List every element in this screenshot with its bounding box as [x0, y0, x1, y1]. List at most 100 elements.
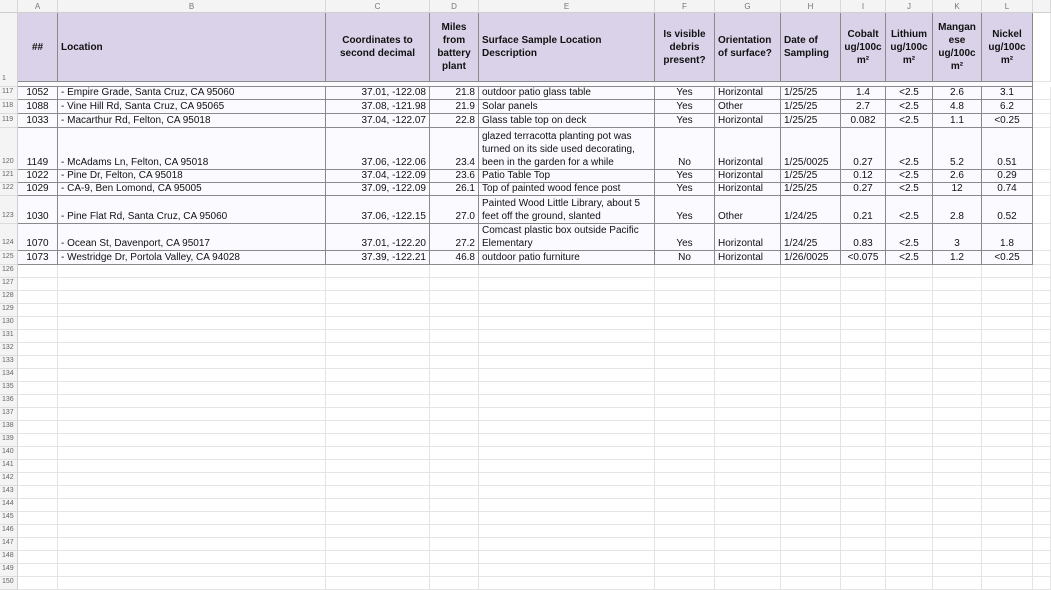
blank-cell — [1033, 538, 1051, 551]
blank-cell — [479, 317, 655, 330]
data-cell: 37.01, -122.20 — [326, 224, 430, 251]
row-number: 144 — [0, 499, 18, 512]
blank-cell — [781, 564, 841, 577]
data-cell: - Pine Dr, Felton, CA 95018 — [58, 170, 326, 183]
header-cell-text: Orientation of surface? — [718, 35, 772, 59]
row-number: 127 — [0, 278, 18, 291]
blank-cell — [982, 395, 1033, 408]
blank-cell — [326, 538, 430, 551]
blank-cell — [58, 395, 326, 408]
data-cell-text: 1.8 — [1000, 238, 1014, 249]
blank-cell — [18, 278, 58, 291]
data-cell-text: 0.51 — [997, 157, 1017, 168]
blank-cell — [479, 343, 655, 356]
blank-cell — [933, 291, 982, 304]
data-cell: 2.6 — [933, 87, 982, 100]
row-number-text: 142 — [2, 474, 14, 481]
blank-cell — [841, 408, 886, 421]
data-cell: 2.8 — [933, 196, 982, 224]
data-cell-text: 1/25/25 — [784, 170, 818, 181]
blank-cell — [326, 512, 430, 525]
data-cell-text: Horizontal — [718, 157, 764, 168]
row-number-text: 137 — [2, 409, 14, 416]
blank-cell — [933, 356, 982, 369]
row-number-text: 119 — [2, 116, 14, 123]
blank-cell — [982, 577, 1033, 590]
data-cell: Yes — [655, 224, 715, 251]
blank-cell — [326, 356, 430, 369]
blank-cell — [841, 330, 886, 343]
blank-cell — [430, 421, 479, 434]
blank-cell — [479, 499, 655, 512]
blank-cell — [982, 460, 1033, 473]
blank-cell — [58, 356, 326, 369]
data-cell: 46.8 — [430, 251, 479, 265]
data-cell-text: <2.5 — [899, 252, 919, 263]
blank-cell — [1033, 512, 1051, 525]
blank-cell — [58, 577, 326, 590]
blank-cell — [841, 460, 886, 473]
data-cell-text: 46.8 — [455, 252, 475, 263]
blank-cell — [1033, 486, 1051, 499]
data-cell: 1088 — [18, 100, 58, 114]
blank-cell — [655, 330, 715, 343]
blank-cell — [1033, 356, 1051, 369]
data-cell: <0.25 — [982, 251, 1033, 265]
blank-cell — [781, 382, 841, 395]
data-cell-text: 2.8 — [950, 211, 964, 222]
data-cell: 5.2 — [933, 128, 982, 170]
blank-cell — [326, 278, 430, 291]
blank-cell — [886, 473, 933, 486]
data-cell: 6.2 — [982, 100, 1033, 114]
data-cell-text: <2.5 — [899, 115, 919, 126]
data-cell: No — [655, 128, 715, 170]
data-cell-text: 37.06, -122.15 — [361, 211, 427, 222]
blank-cell — [715, 369, 781, 382]
blank-cell — [886, 577, 933, 590]
blank-cell — [18, 577, 58, 590]
data-cell-text: 5.2 — [950, 157, 964, 168]
data-cell-text: Horizontal — [718, 238, 764, 249]
blank-cell — [886, 447, 933, 460]
data-cell: Patio Table Top — [479, 170, 655, 183]
blank-cell — [655, 356, 715, 369]
data-cell: Horizontal — [715, 170, 781, 183]
blank-cell — [715, 291, 781, 304]
blank-cell — [655, 395, 715, 408]
data-cell-text: Yes — [676, 238, 693, 249]
blank-cell — [933, 486, 982, 499]
blank-cell — [58, 421, 326, 434]
row-number-text: 135 — [2, 383, 14, 390]
row-number: 125 — [0, 251, 18, 265]
data-cell: 37.08, -121.98 — [326, 100, 430, 114]
data-cell-text: - CA-9, Ben Lomond, CA 95005 — [61, 183, 202, 194]
blank-cell — [781, 538, 841, 551]
blank-cell — [430, 434, 479, 447]
blank-cell — [655, 291, 715, 304]
data-cell-text: 23.4 — [455, 157, 475, 168]
blank-cell — [655, 564, 715, 577]
blank-cell — [58, 278, 326, 291]
blank-cell — [982, 486, 1033, 499]
blank-cell — [781, 278, 841, 291]
blank-cell — [18, 395, 58, 408]
header-cell: Manganese ug/100cm² — [933, 13, 982, 82]
blank-cell — [982, 447, 1033, 460]
blank-cell — [715, 499, 781, 512]
blank-cell — [715, 304, 781, 317]
data-cell-text: 0.83 — [853, 238, 873, 249]
row-number-text: 120 — [2, 158, 14, 165]
data-cell-text: <2.5 — [899, 211, 919, 222]
header-cell-text: Nickel ug/100cm² — [988, 28, 1026, 66]
row-number-text: 126 — [2, 266, 14, 273]
blank-cell — [479, 395, 655, 408]
blank-cell — [58, 486, 326, 499]
data-cell: 0.082 — [841, 114, 886, 128]
blank-cell — [479, 447, 655, 460]
blank-cell — [326, 304, 430, 317]
partial-row — [18, 82, 1033, 87]
data-cell-text: Yes — [676, 87, 693, 98]
blank-cell — [430, 330, 479, 343]
blank-cell — [326, 577, 430, 590]
